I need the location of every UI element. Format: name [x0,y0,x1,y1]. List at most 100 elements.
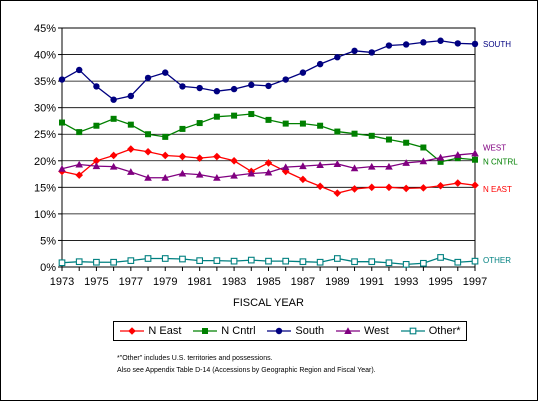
data-point [196,84,203,92]
data-point [334,128,341,135]
data-point [59,119,65,126]
x-tick-label: 1989 [325,276,349,288]
x-tick-label: 1997 [463,276,487,288]
data-point [368,132,375,139]
data-point [109,151,118,160]
data-point [351,130,358,137]
footnotes: *"Other" includes U.S. territories and p… [117,353,376,377]
data-point [144,147,152,156]
data-point [351,258,358,266]
data-point [144,255,152,262]
series-label: N EAST [483,185,512,194]
data-point [248,111,255,118]
data-point [247,169,256,177]
data-point [75,160,84,168]
data-point [299,258,307,266]
data-point [299,120,306,127]
legend-label: Other* [428,325,461,337]
data-point [127,121,134,128]
data-point [317,122,324,129]
legend-swatch-marker [344,327,352,334]
data-point [333,255,341,262]
series-lines [58,37,479,268]
series-label: SOUTH [483,40,511,49]
data-point [92,162,101,170]
data-point [75,171,84,179]
data-point [93,258,100,266]
data-point [368,49,375,56]
data-point [162,133,169,140]
x-tick-label: 1983 [222,276,246,288]
legend-swatch [336,327,360,334]
legend-swatch [400,327,425,335]
x-tick-label: 1993 [394,276,418,288]
legend-item-n-cntrl: N Cntrl [192,325,256,337]
data-point [230,85,238,93]
data-point [247,256,255,264]
legend-swatch-marker [128,327,137,335]
data-point [213,257,221,264]
data-point [213,113,220,120]
data-point [282,257,290,265]
data-point [334,54,341,61]
data-point [368,258,376,266]
data-point [92,156,101,165]
data-point [350,164,359,172]
data-point [127,92,135,100]
data-point [161,255,169,262]
legend: N East N Cntrl South West Other* [113,321,467,341]
data-point [179,125,186,132]
data-point [127,168,135,175]
data-point [282,120,289,127]
plot-area [61,27,476,268]
series-south [58,37,479,103]
legend-swatch-marker [202,328,209,334]
data-point [436,153,445,161]
y-tick-label: 10% [34,209,56,221]
data-point [127,257,135,264]
data-point [367,162,376,170]
y-tick-label: 45% [34,23,56,35]
y-tick-label: 40% [34,50,56,62]
y-tick-label: 35% [34,76,56,88]
data-point [299,69,307,76]
data-point [213,152,221,161]
x-tick-label: 1975 [84,276,108,288]
x-axis-title: FISCAL YEAR [233,297,304,309]
legend-item-south: South [266,325,324,337]
data-point [385,162,393,170]
series-n-cntrl [59,111,478,165]
series-label: OTHER [483,256,511,265]
data-point [145,131,152,138]
series-labels: N EAST N CNTRL SOUTH WEST OTHER [483,40,518,265]
data-point [333,189,342,197]
data-point [196,120,203,127]
y-axis: 0% 5% 10% 15% 20% 25% 30% 35% 40% 45% [34,23,62,274]
legend-swatch [267,327,292,335]
x-tick-label: 1979 [153,276,177,288]
data-point [144,173,152,181]
data-point [281,163,290,171]
data-point [58,259,66,267]
data-point [402,41,410,48]
footnote-other: *"Other" includes U.S. territories and p… [117,355,273,362]
data-point [316,258,324,266]
data-point [144,74,152,82]
data-point [385,136,392,143]
data-point [93,83,100,90]
x-tick-label: 1973 [50,276,74,288]
footnote-appendix: Also see Appendix Table D-14 (Accessions… [117,367,376,374]
data-point [179,83,186,90]
data-point [213,88,221,95]
data-point [109,162,118,170]
data-point [454,40,461,47]
data-point [75,258,83,266]
data-point [195,154,204,162]
data-point [453,179,462,187]
series-label: WEST [483,143,506,152]
data-point [76,66,83,74]
data-point [265,116,272,123]
x-tick-label: 1977 [119,276,143,288]
legend-label: West [364,325,389,337]
